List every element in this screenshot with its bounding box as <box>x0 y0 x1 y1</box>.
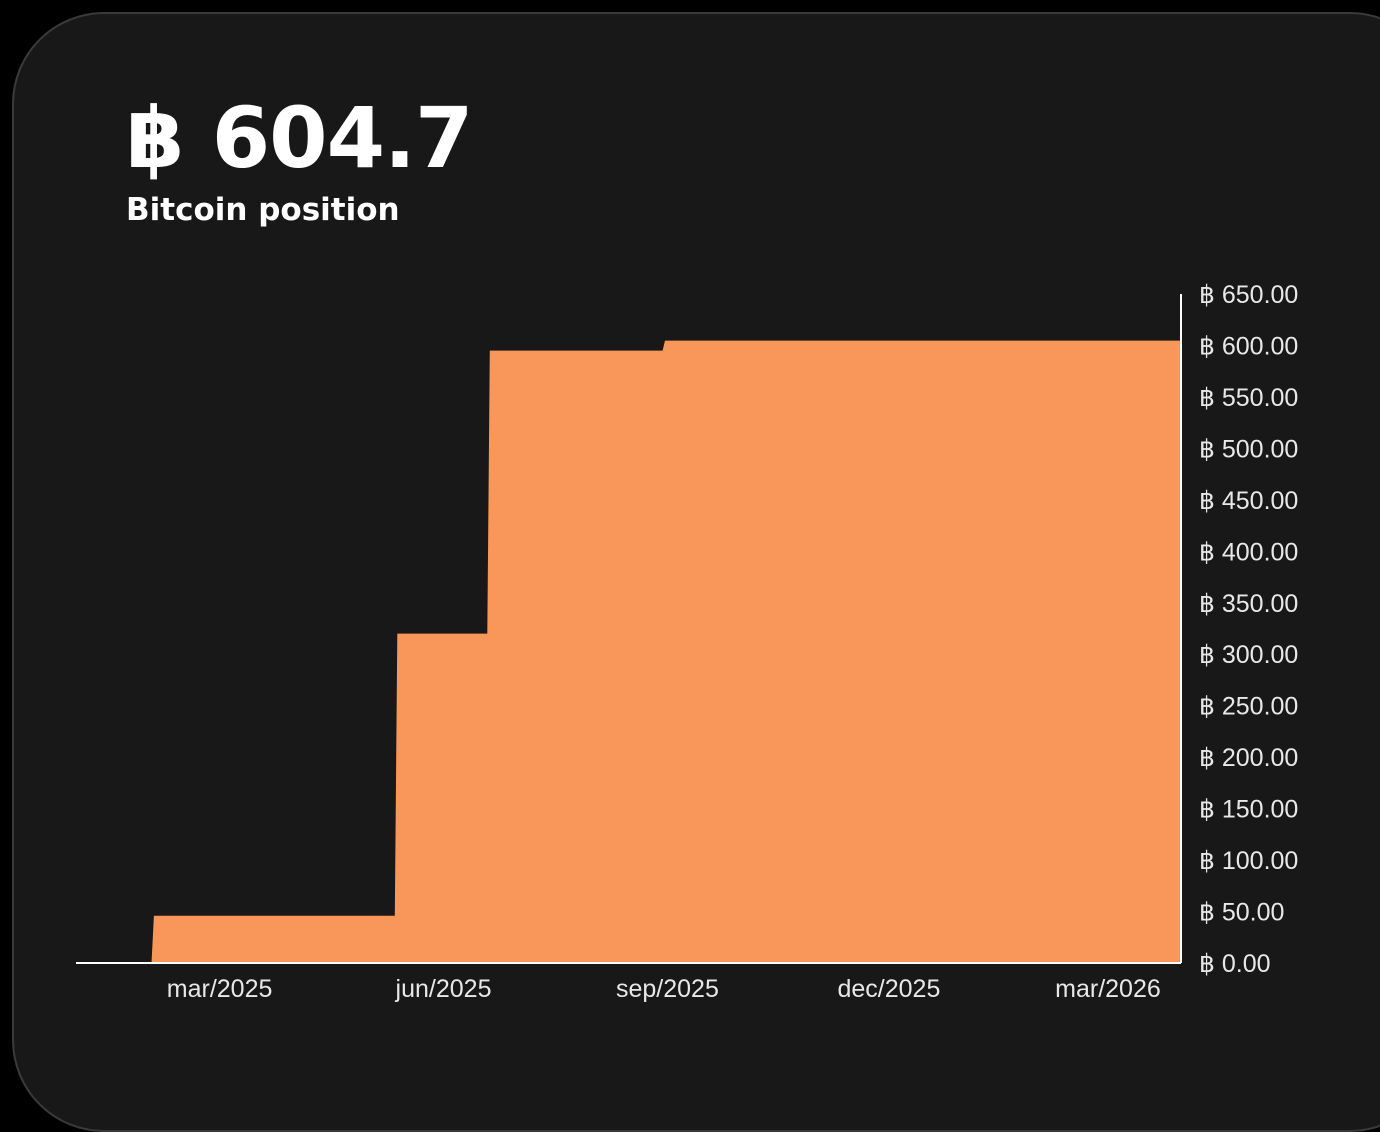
x-tick-label: sep/2025 <box>616 975 719 1003</box>
y-tick-label: ฿ 350.00 <box>1199 590 1298 618</box>
position-label: Bitcoin position <box>126 192 400 228</box>
y-tick-label: ฿ 450.00 <box>1199 487 1298 515</box>
y-tick-label: ฿ 100.00 <box>1199 847 1298 875</box>
y-tick-label: ฿ 0.00 <box>1199 950 1271 978</box>
position-area-series-0 <box>76 340 1181 964</box>
x-tick-label: jun/2025 <box>395 975 492 1003</box>
y-tick-label: ฿ 200.00 <box>1199 744 1298 772</box>
x-tick-label: mar/2025 <box>167 975 273 1003</box>
y-tick-label: ฿ 50.00 <box>1199 899 1284 927</box>
y-tick-label: ฿ 550.00 <box>1199 384 1298 412</box>
x-tick-label: mar/2026 <box>1055 975 1161 1003</box>
y-tick-label: ฿ 400.00 <box>1199 538 1298 566</box>
y-tick-label: ฿ 300.00 <box>1199 641 1298 669</box>
position-value: ฿ 604.7 <box>126 89 473 187</box>
y-tick-label: ฿ 150.00 <box>1199 796 1298 824</box>
x-axis-ticks: mar/2025 jun/2025 sep/2025 dec/2025 mar/2026 <box>167 975 1161 1003</box>
axis-layer <box>76 294 1182 964</box>
y-tick-label: ฿ 600.00 <box>1199 332 1298 360</box>
area-layer <box>76 340 1181 964</box>
bitcoin-position-chart: ฿ 650.00 ฿ 600.00 ฿ 550.00 ฿ 500.00 ฿ 450.00… <box>76 281 1298 1003</box>
y-tick-label: ฿ 250.00 <box>1199 693 1298 721</box>
y-axis-ticks: ฿ 650.00 ฿ 600.00 ฿ 550.00 ฿ 500.00 ฿ 450.00… <box>1199 281 1298 978</box>
x-tick-label: dec/2025 <box>837 975 940 1003</box>
y-tick-label: ฿ 500.00 <box>1199 435 1298 463</box>
y-tick-label: ฿ 650.00 <box>1199 281 1298 309</box>
